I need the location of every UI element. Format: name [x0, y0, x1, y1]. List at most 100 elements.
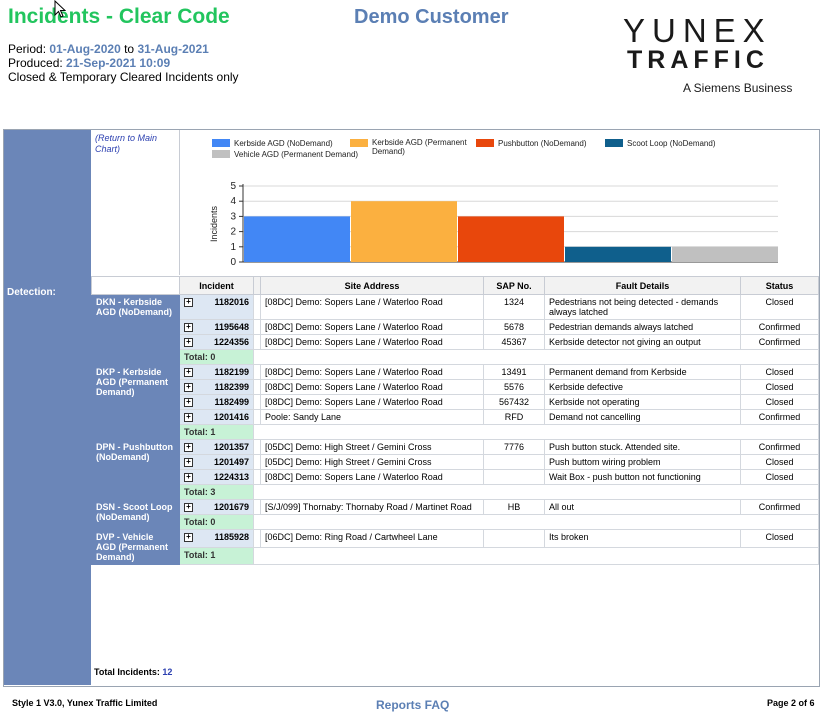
group-total-value: 0: [210, 517, 216, 527]
incident-number[interactable]: 1195648: [214, 322, 249, 332]
table-row: +1182399 [08DC] Demo: Sopers Lane / Water…: [92, 379, 819, 395]
sap-no-cell: 1324: [483, 294, 545, 320]
y-tick-label: 3: [230, 211, 236, 222]
incident-number[interactable]: 1182199: [214, 367, 249, 377]
sap-no-cell: HB: [483, 499, 545, 515]
y-tick-label: 5: [230, 181, 236, 192]
sap-no-cell: 567432: [483, 394, 545, 410]
bar: [565, 246, 671, 262]
table-row: DPN - Pushbutton (NoDemand) +1201357 [05DC…: [91, 439, 819, 500]
sap-no-cell: 7776: [483, 439, 545, 455]
total-row-filler: [253, 514, 819, 530]
grand-total: Total Incidents: 12: [94, 667, 172, 677]
table-row: +1201497 [05DC] Demo: High Street / Gemin…: [92, 454, 819, 470]
group-label: DVP - Vehicle AGD (Permanent Demand): [91, 529, 180, 565]
incident-number[interactable]: 1201497: [213, 457, 249, 467]
table-row: +1182499 [08DC] Demo: Sopers Lane / Water…: [92, 394, 819, 410]
status-cell: Closed: [740, 294, 819, 320]
expand-icon[interactable]: +: [184, 443, 193, 452]
status-cell: Confirmed: [740, 319, 819, 335]
incident-number[interactable]: 1182499: [214, 397, 249, 407]
group-label: DKP - Kerbside AGD (Permanent Demand): [91, 364, 180, 440]
site-address-cell: [08DC] Demo: Sopers Lane / Waterloo Road: [260, 334, 484, 350]
y-tick-label: 0: [230, 257, 236, 268]
fault-details-cell: Wait Box - push button not functioning: [544, 469, 741, 485]
legend-swatch: [212, 139, 230, 147]
incident-number[interactable]: 1182016: [214, 297, 249, 307]
status-cell: Closed: [740, 454, 819, 470]
spacer-cell: [253, 469, 261, 485]
category-label: Detection:: [7, 287, 56, 298]
incident-number[interactable]: 1201679: [213, 502, 249, 512]
bar: [244, 216, 350, 262]
group-total: Total: 0: [179, 349, 254, 365]
group-label: DPN - Pushbutton (NoDemand): [91, 439, 180, 500]
table-row: DSN - Scoot Loop (NoDemand) +1201679 [S/J/…: [91, 499, 819, 530]
legend-swatch: [605, 139, 623, 147]
legend-swatch: [476, 139, 494, 147]
group-total-label: Total:: [184, 517, 208, 527]
site-address-cell: [08DC] Demo: Sopers Lane / Waterloo Road: [260, 394, 484, 410]
sap-no-cell: 5576: [483, 379, 545, 395]
mouse-cursor-icon: [54, 0, 66, 18]
table-row: DVP - Vehicle AGD (Permanent Demand) +118…: [91, 529, 819, 565]
incident-number[interactable]: 1182399: [214, 382, 249, 392]
fault-details-cell: Demand not cancelling: [544, 409, 741, 425]
incident-number[interactable]: 1201357: [213, 442, 249, 452]
sap-no-cell: 5678: [483, 319, 545, 335]
expand-icon[interactable]: +: [184, 533, 193, 542]
group-total-row: Total: 0: [92, 349, 819, 365]
bar: [351, 201, 457, 262]
group-total-label: Total:: [184, 549, 208, 560]
incident-table-body: DKN - Kerbside AGD (NoDemand) +1182016 [08…: [91, 294, 819, 565]
table-row: +1201416 Poole: Sandy Lane RFD Demand not c…: [92, 409, 819, 425]
expand-icon[interactable]: +: [184, 458, 193, 467]
incident-number[interactable]: 1224356: [213, 337, 249, 347]
group-total-label: Total:: [184, 487, 208, 497]
return-to-main-chart-link[interactable]: (Return to Main Chart): [95, 133, 158, 154]
report-title: Incidents - Clear Code: [8, 5, 230, 28]
spacer-cell: [253, 439, 261, 455]
expand-icon[interactable]: +: [184, 413, 193, 422]
incident-number[interactable]: 1224313: [213, 472, 249, 482]
fault-details-cell: Kerbside defective: [544, 379, 741, 395]
filter-note: Closed & Temporary Cleared Incidents onl…: [8, 70, 239, 84]
period-line: Period: 01-Aug-2020 to 31-Aug-2021: [8, 42, 209, 56]
site-address-cell: [06DC] Demo: Ring Road / Cartwheel Lane: [260, 529, 484, 548]
table-row: +1224356 [08DC] Demo: Sopers Lane / Water…: [92, 334, 819, 350]
sap-no-cell: [483, 469, 545, 485]
fault-details-cell: All out: [544, 499, 741, 515]
status-cell: Closed: [740, 469, 819, 485]
incident-cell: +1224313: [179, 469, 254, 485]
sap-no-cell: RFD: [483, 409, 545, 425]
expand-icon[interactable]: +: [184, 323, 193, 332]
logo-tagline: A Siemens Business: [683, 81, 793, 95]
site-address-cell: [08DC] Demo: Sopers Lane / Waterloo Road: [260, 294, 484, 320]
expand-icon[interactable]: +: [184, 473, 193, 482]
group-total: Total: 0: [179, 514, 254, 530]
reports-faq-link[interactable]: Reports FAQ: [376, 698, 450, 712]
status-cell: Confirmed: [740, 499, 819, 515]
fault-details-cell: Kerbside not operating: [544, 394, 741, 410]
group-total-row: Total: 1: [92, 546, 819, 565]
incident-number[interactable]: 1185928: [214, 532, 249, 542]
incident-number[interactable]: 1201416: [213, 412, 249, 422]
expand-icon[interactable]: +: [184, 398, 193, 407]
y-tick-label: 2: [230, 227, 236, 238]
status-cell: Closed: [740, 394, 819, 410]
spacer-cell: [253, 379, 261, 395]
expand-icon[interactable]: +: [184, 338, 193, 347]
incident-cell: +1201416: [179, 409, 254, 425]
table-row: +1224313 [08DC] Demo: Sopers Lane / Water…: [92, 469, 819, 485]
expand-icon[interactable]: +: [184, 368, 193, 377]
site-address-cell: [08DC] Demo: Sopers Lane / Waterloo Road: [260, 469, 484, 485]
fault-details-cell: Permanent demand from Kerbside: [544, 364, 741, 380]
expand-icon[interactable]: +: [184, 503, 193, 512]
incident-cell: +1182016: [179, 294, 254, 320]
period-to: 31-Aug-2021: [137, 42, 209, 56]
grand-total-value[interactable]: 12: [162, 667, 173, 677]
expand-icon[interactable]: +: [184, 298, 193, 307]
expand-icon[interactable]: +: [184, 383, 193, 392]
logo-yunex: YUNEX: [623, 12, 772, 49]
incident-cell: +1224356: [179, 334, 254, 350]
